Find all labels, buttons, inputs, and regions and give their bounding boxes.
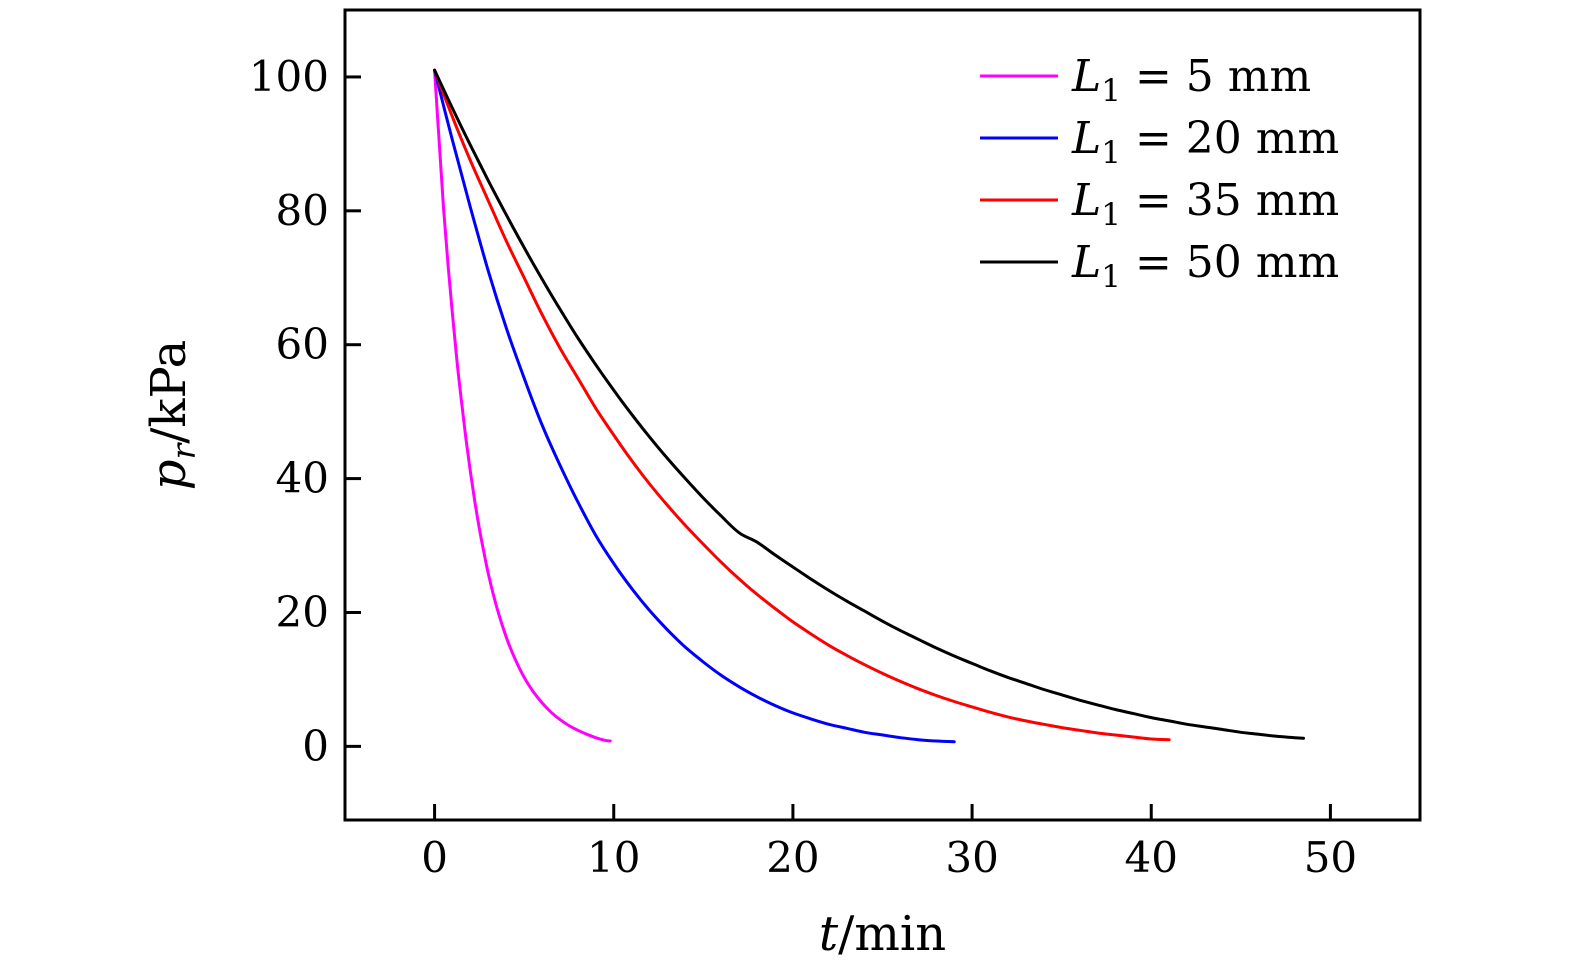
y-tick-label: 80	[276, 186, 329, 235]
y-axis-title: pr/kPa	[141, 340, 203, 491]
plot-frame	[343, 8, 1422, 822]
x-tick-label: 50	[1304, 833, 1357, 882]
x-tick-label: 20	[766, 833, 819, 882]
y-tick-label: 100	[249, 52, 329, 101]
legend-label: L1 = 5 mm	[1071, 51, 1311, 109]
x-tick-label: 40	[1125, 833, 1178, 882]
x-tick-label: 10	[587, 833, 640, 882]
x-tick-label: 0	[421, 833, 448, 882]
series-line	[433, 68, 612, 743]
y-tick-label: 20	[276, 587, 329, 636]
x-axis-title: t/min	[819, 906, 946, 962]
legend-label: L1 = 20 mm	[1071, 113, 1339, 171]
y-tick-label: 60	[276, 320, 329, 369]
legend-label: L1 = 50 mm	[1071, 237, 1339, 295]
x-tick-label: 30	[945, 833, 998, 882]
series-line	[433, 68, 956, 744]
legend-label: L1 = 35 mm	[1071, 175, 1339, 233]
series-line	[433, 68, 1305, 740]
y-tick-label: 40	[276, 454, 329, 503]
series-line	[433, 68, 1171, 742]
y-tick-label: 0	[302, 721, 329, 770]
